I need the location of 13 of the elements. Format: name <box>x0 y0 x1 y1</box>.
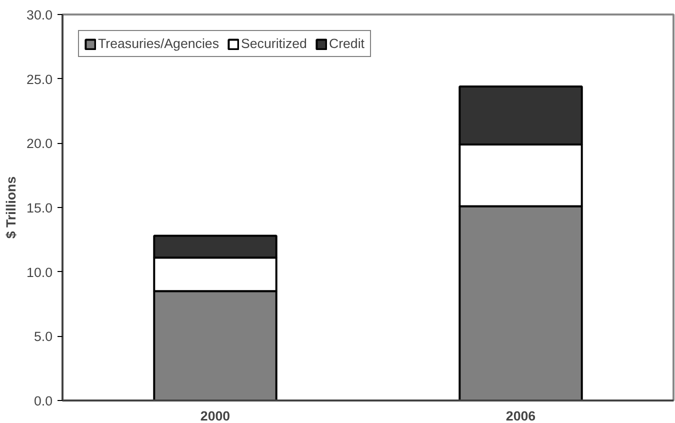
x-tick-label: 2000 <box>200 408 230 423</box>
y-tick-label: 20.0 <box>26 136 53 152</box>
legend-label: Credit <box>328 36 364 51</box>
y-tick-label: 25.0 <box>26 72 53 87</box>
legend-label: Treasuries/Agencies <box>98 36 219 51</box>
x-tick-label: 2006 <box>506 408 536 423</box>
y-tick-label: 30.0 <box>26 8 53 22</box>
y-axis-title: $ Trillions <box>4 176 19 239</box>
y-tick-label: 5.0 <box>34 329 53 344</box>
legend-label: Securitized <box>241 36 307 51</box>
y-tick-label: 0.0 <box>34 394 53 408</box>
y-tick-label: 10.0 <box>26 264 53 280</box>
y-tick-label: 15.0 <box>26 200 53 216</box>
